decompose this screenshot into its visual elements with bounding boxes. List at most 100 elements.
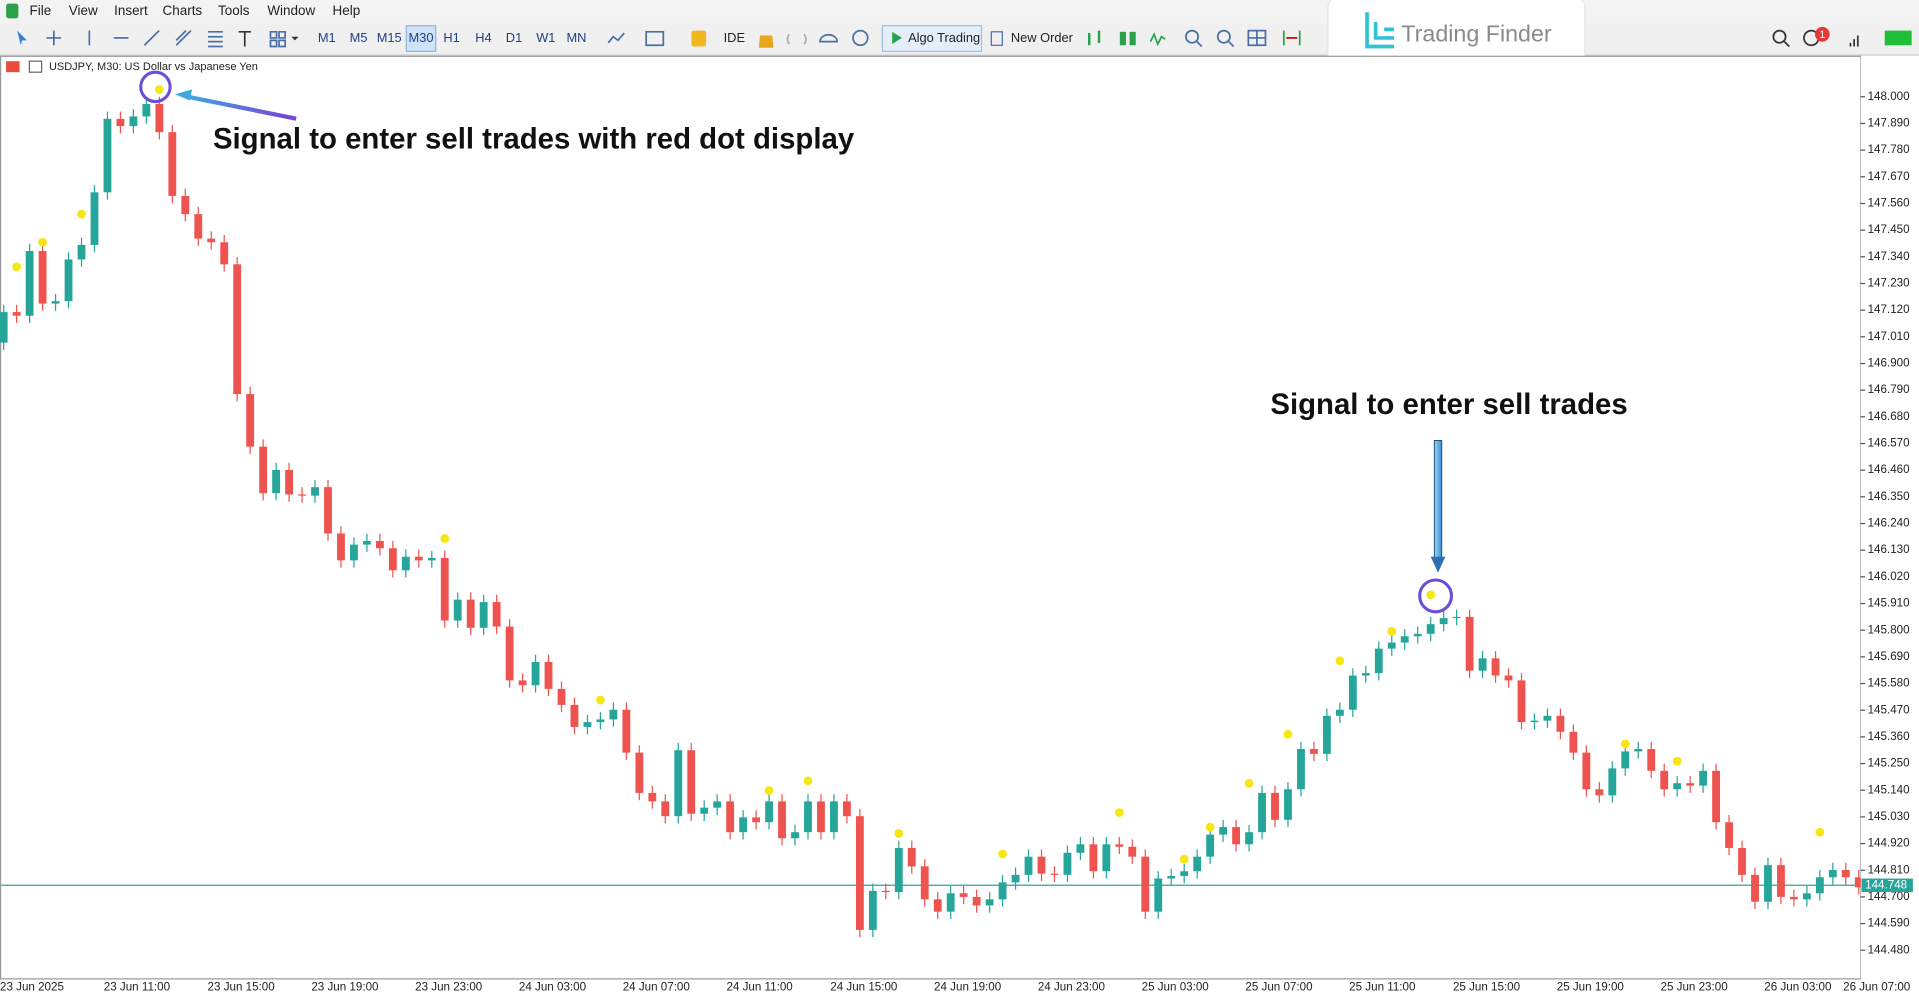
candle-body (77, 244, 86, 260)
signal-dot (1114, 808, 1124, 817)
candle-body (337, 533, 345, 561)
signal-dot (894, 828, 904, 838)
menu-item[interactable]: Insert (114, 3, 148, 18)
candle-body (842, 801, 851, 817)
candle-body (1660, 770, 1669, 790)
candle-body (350, 544, 358, 561)
candle-body (1193, 856, 1202, 872)
candle-body (1050, 873, 1059, 875)
candle-body (1154, 878, 1163, 912)
menu-item[interactable]: Window (267, 3, 315, 18)
x-tick-label: 23 Jun 2025 (0, 980, 64, 993)
candle-body (388, 548, 397, 571)
candle-body (570, 704, 579, 727)
y-tick-label: 147.120 (1868, 303, 1910, 316)
signal-dot (1620, 739, 1630, 749)
candle-body (1374, 648, 1383, 674)
y-tick-label: 147.670 (1868, 170, 1910, 183)
logo-text: Trading Finder (1401, 21, 1552, 47)
candle-body (1673, 783, 1682, 790)
candle-body (90, 192, 99, 245)
signal-highlight (1418, 578, 1454, 614)
candle-body (194, 214, 203, 239)
y-tick-label: 145.580 (1868, 677, 1910, 690)
candle-body (1232, 827, 1241, 845)
candle-body (959, 893, 968, 897)
candle-body (778, 801, 786, 839)
candle-body (1815, 877, 1824, 894)
y-tick-label: 146.020 (1868, 570, 1910, 583)
signal-dot (596, 695, 605, 705)
algo-trading-label[interactable]: Algo Trading (908, 30, 980, 45)
timeframe-button[interactable]: M30 (409, 30, 434, 45)
candle-body (531, 661, 540, 686)
candle-body (1854, 877, 1863, 888)
candle-body (155, 104, 164, 133)
timeframe-button[interactable]: M5 (350, 30, 368, 45)
candle-body (1439, 618, 1448, 625)
candle-body (1647, 749, 1656, 771)
candle-body (933, 899, 942, 912)
arrow-head (1430, 556, 1446, 573)
timeframe-button[interactable]: MN (566, 30, 586, 45)
candle-body (362, 540, 371, 545)
candle-body (635, 752, 644, 793)
candle-body (661, 801, 670, 817)
current-price-tag (1861, 878, 1913, 893)
timeframe-button[interactable]: M1 (318, 30, 336, 45)
signal-dot (1426, 590, 1436, 600)
candle-body (726, 801, 735, 833)
y-tick-label: 145.250 (1868, 757, 1910, 770)
candle-body (1608, 768, 1617, 796)
y-tick-label: 147.340 (1868, 250, 1910, 263)
candle-body (12, 312, 21, 316)
candle-body (1115, 844, 1124, 847)
candle-body (1582, 752, 1591, 790)
candle-body (596, 719, 605, 723)
signal-dot (1672, 756, 1682, 766)
chart-frame (0, 55, 1862, 980)
candle-body (1569, 731, 1578, 753)
menu-item[interactable]: View (69, 3, 98, 18)
menu-item[interactable]: File (30, 3, 52, 18)
candle-body (1556, 715, 1565, 732)
x-tick-label: 23 Jun 23:00 (415, 980, 482, 993)
candle-body (1387, 642, 1396, 649)
y-tick-label: 147.230 (1868, 277, 1910, 290)
menu-item[interactable]: Help (333, 3, 361, 18)
chart-icon (6, 61, 20, 73)
new-order-label[interactable]: New Order (1011, 30, 1074, 45)
y-tick-label: 146.790 (1868, 383, 1910, 396)
candle-body (1348, 675, 1357, 710)
x-tick-label: 23 Jun 11:00 (104, 980, 170, 993)
candle-body (427, 557, 436, 561)
timeframe-button[interactable]: W1 (536, 30, 555, 45)
candle-body (1335, 709, 1344, 716)
candle-body (907, 847, 916, 867)
active-timeframe-box (405, 25, 437, 53)
signal-dot (1815, 827, 1825, 837)
candle-body (440, 557, 449, 621)
menu-item[interactable]: Charts (163, 3, 203, 18)
timeframe-button[interactable]: D1 (506, 30, 522, 45)
candle-body (687, 750, 696, 814)
candle-body (894, 847, 903, 893)
x-tick-label: 24 Jun 15:00 (830, 980, 897, 993)
candle-body (1595, 789, 1604, 796)
candle-body (1413, 633, 1422, 637)
timeframe-button[interactable]: H1 (443, 30, 459, 45)
x-tick-label: 26 Jun 07:00 (1843, 980, 1910, 993)
candle-body (998, 882, 1007, 900)
candle-body (1206, 834, 1215, 857)
timeframe-button[interactable]: H4 (475, 30, 491, 45)
signal-dot (38, 237, 47, 247)
candle-body (1452, 616, 1461, 619)
timeframe-button[interactable]: M15 (377, 30, 402, 45)
ide-button[interactable]: IDE (724, 30, 745, 45)
candle-body (1400, 636, 1409, 643)
price-axis (1860, 56, 1919, 979)
y-tick-label: 146.460 (1868, 463, 1910, 476)
menu-item[interactable]: Tools (218, 3, 250, 18)
y-tick-label: 145.910 (1868, 597, 1910, 610)
y-tick-label: 145.470 (1868, 703, 1910, 716)
